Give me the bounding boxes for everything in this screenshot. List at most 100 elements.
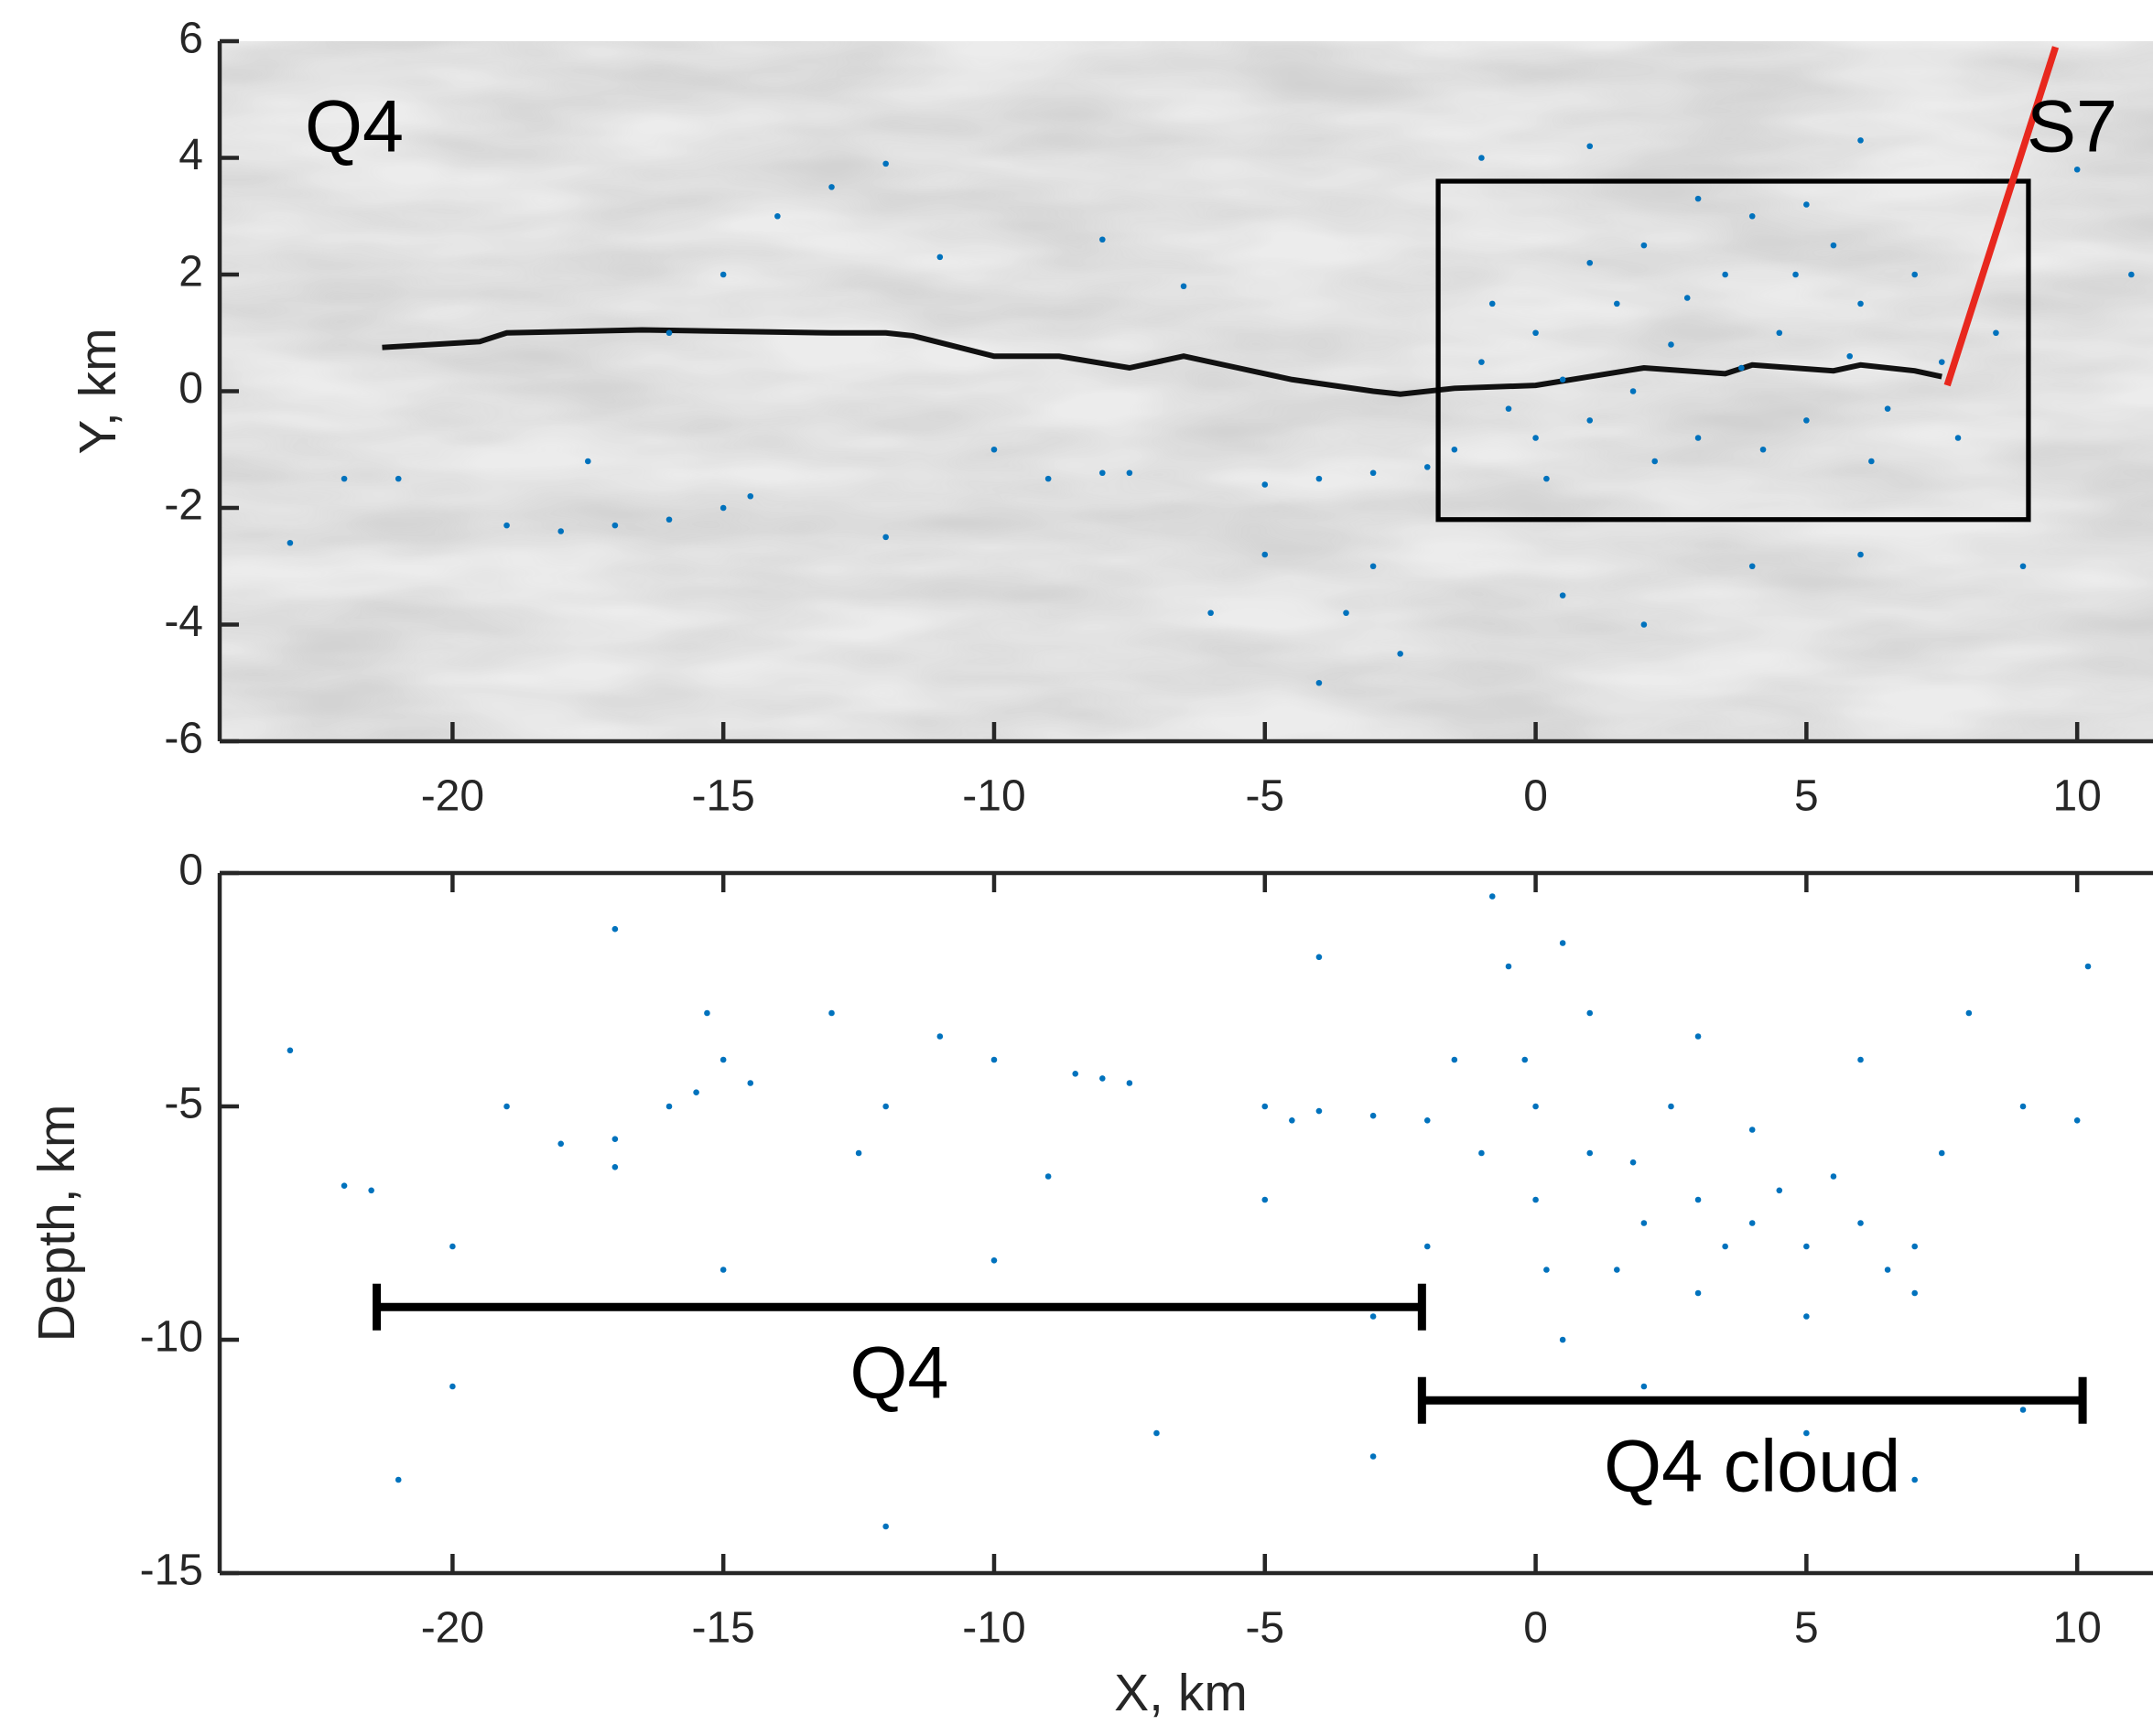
annotation: S7: [2027, 85, 2117, 167]
point: [1315, 679, 1323, 686]
point: [1722, 1243, 1728, 1250]
point: [1803, 201, 1810, 208]
x-tick-label: -5: [1245, 1604, 1284, 1653]
point: [341, 1182, 348, 1189]
point: [1911, 1243, 1918, 1250]
point: [584, 458, 591, 465]
point: [2019, 563, 2027, 570]
point: [1846, 352, 1854, 360]
point: [1830, 242, 1837, 249]
point: [1559, 376, 1566, 383]
point: [1938, 1149, 1945, 1157]
point: [1369, 469, 1377, 477]
plot-area-bottom: [287, 893, 2092, 1530]
y-tick-label: -10: [140, 1313, 203, 1362]
point: [1640, 242, 1648, 249]
point: [1911, 1476, 1918, 1483]
plot-area-top: [287, 46, 2135, 686]
point: [855, 1149, 862, 1157]
point: [2019, 1407, 2027, 1413]
point: [1694, 1196, 1702, 1203]
point: [1559, 1336, 1566, 1343]
point: [1954, 435, 1962, 441]
fault-trace: [382, 327, 1942, 397]
x-tick-label: -20: [421, 1604, 484, 1653]
point: [1857, 1056, 1864, 1063]
point: [1261, 1196, 1269, 1203]
point: [1640, 1220, 1648, 1226]
x-tick-label: -10: [962, 1604, 1025, 1653]
point: [449, 1243, 456, 1250]
y-tick-label: 2: [179, 248, 203, 297]
x-tick-label: 10: [2052, 1604, 2101, 1653]
point: [828, 184, 835, 190]
point: [719, 1267, 727, 1273]
point: [1207, 609, 1214, 617]
x-tick-label: -5: [1245, 772, 1284, 821]
point: [1668, 1103, 1674, 1110]
point: [1488, 893, 1496, 900]
point: [1532, 329, 1539, 337]
point: [1586, 259, 1594, 266]
point: [1369, 563, 1377, 570]
x-tick-label: 0: [1523, 1604, 1548, 1653]
point: [1072, 1070, 1079, 1077]
y-tick-label: -6: [164, 715, 203, 763]
annotation: Q4: [305, 85, 404, 167]
point: [1792, 271, 1799, 278]
point: [368, 1187, 374, 1194]
y-tick-label: 0: [179, 364, 203, 413]
point: [1694, 1033, 1702, 1040]
point: [1532, 435, 1539, 441]
x-tick-label: -10: [962, 772, 1025, 821]
point: [1315, 475, 1323, 482]
point: [1315, 954, 1323, 961]
point: [1505, 405, 1512, 412]
x-tick-label: 0: [1523, 772, 1548, 821]
point: [449, 1383, 456, 1390]
point: [1559, 940, 1566, 946]
point: [990, 1056, 998, 1063]
point: [1857, 1220, 1864, 1226]
s7-line: [1943, 46, 2060, 387]
hillshade-texture: [220, 40, 2153, 741]
point: [1586, 1149, 1594, 1157]
point: [1938, 359, 1945, 365]
point: [828, 1009, 835, 1017]
point: [1722, 271, 1728, 278]
point: [1397, 651, 1403, 657]
point: [882, 534, 889, 541]
point: [936, 1033, 944, 1040]
point: [1694, 1289, 1702, 1297]
point: [1343, 609, 1349, 617]
point: [665, 516, 673, 523]
point: [1803, 1243, 1810, 1250]
point: [1748, 1220, 1756, 1226]
point: [665, 329, 673, 337]
point: [990, 1256, 998, 1264]
point: [1126, 469, 1133, 477]
point: [1289, 1116, 1295, 1124]
point: [557, 1140, 565, 1148]
point: [1044, 1173, 1052, 1180]
point: [1911, 271, 1918, 278]
y-axis-label: Depth, km: [27, 1105, 86, 1342]
point: [1911, 1289, 1918, 1297]
y-tick-label: -15: [140, 1547, 203, 1595]
axes-frames: [217, 38, 2153, 1576]
point: [1640, 621, 1648, 628]
x-tick-label: 5: [1794, 772, 1819, 821]
point: [1126, 1080, 1133, 1086]
point: [2128, 271, 2135, 278]
point: [665, 1103, 673, 1110]
y-tick-label: 6: [179, 15, 203, 63]
point: [1748, 212, 1756, 220]
point: [693, 1089, 699, 1095]
point: [1099, 469, 1106, 477]
point: [1451, 1056, 1458, 1063]
point: [1586, 1009, 1594, 1017]
point: [1683, 295, 1691, 301]
point: [1478, 1149, 1485, 1157]
box: [1435, 178, 2031, 523]
